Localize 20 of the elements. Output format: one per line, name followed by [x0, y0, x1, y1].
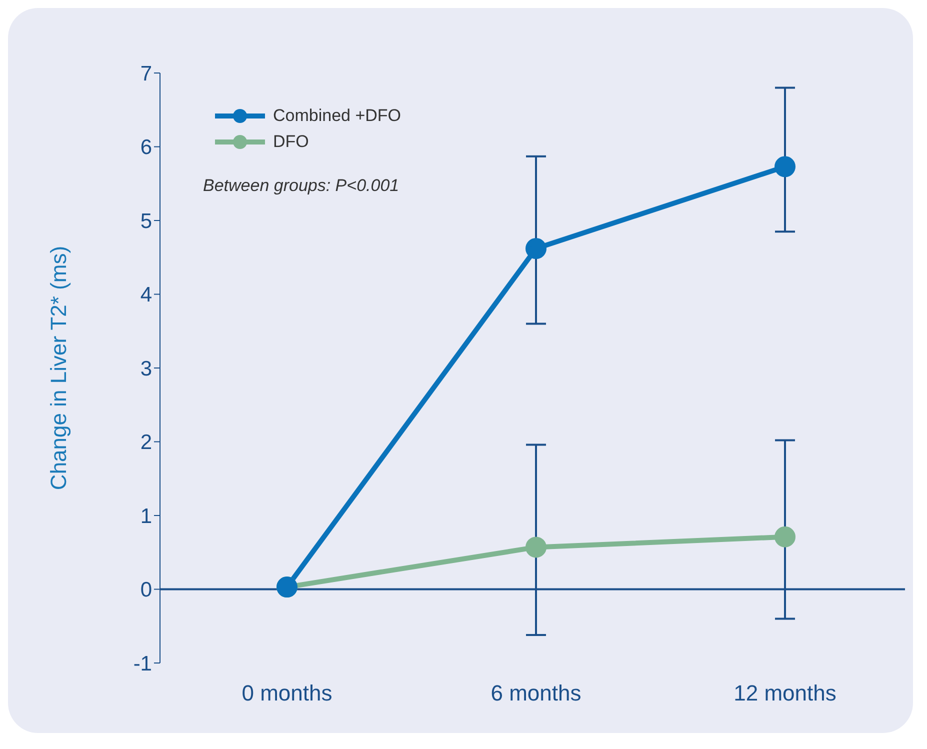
y-tick-label: 5	[140, 210, 152, 233]
y-tick-label: 6	[140, 136, 152, 160]
y-axis-title: Change in Liver T2* (ms)	[46, 246, 71, 490]
y-tick-label: -1	[133, 652, 152, 676]
y-tick-label: 7	[140, 62, 152, 86]
x-tick-label: 0 months	[242, 680, 332, 706]
point	[526, 536, 546, 558]
y-tick-label: 3	[140, 357, 152, 380]
y-tick-label: 1	[140, 504, 152, 528]
y-tick-label: 0	[140, 578, 152, 602]
point	[526, 238, 546, 260]
x-tick-label: 12 months	[734, 680, 836, 706]
legend-label: DFO	[273, 132, 309, 152]
legend-label: Combined +DFO	[273, 106, 402, 126]
y-tick-label: 2	[140, 431, 152, 454]
y-tick-label: 4	[140, 284, 152, 307]
point	[774, 526, 796, 548]
point	[774, 156, 796, 178]
annotation: Between groups: P<0.001	[203, 176, 400, 196]
x-tick-label: 6 months	[490, 680, 582, 706]
